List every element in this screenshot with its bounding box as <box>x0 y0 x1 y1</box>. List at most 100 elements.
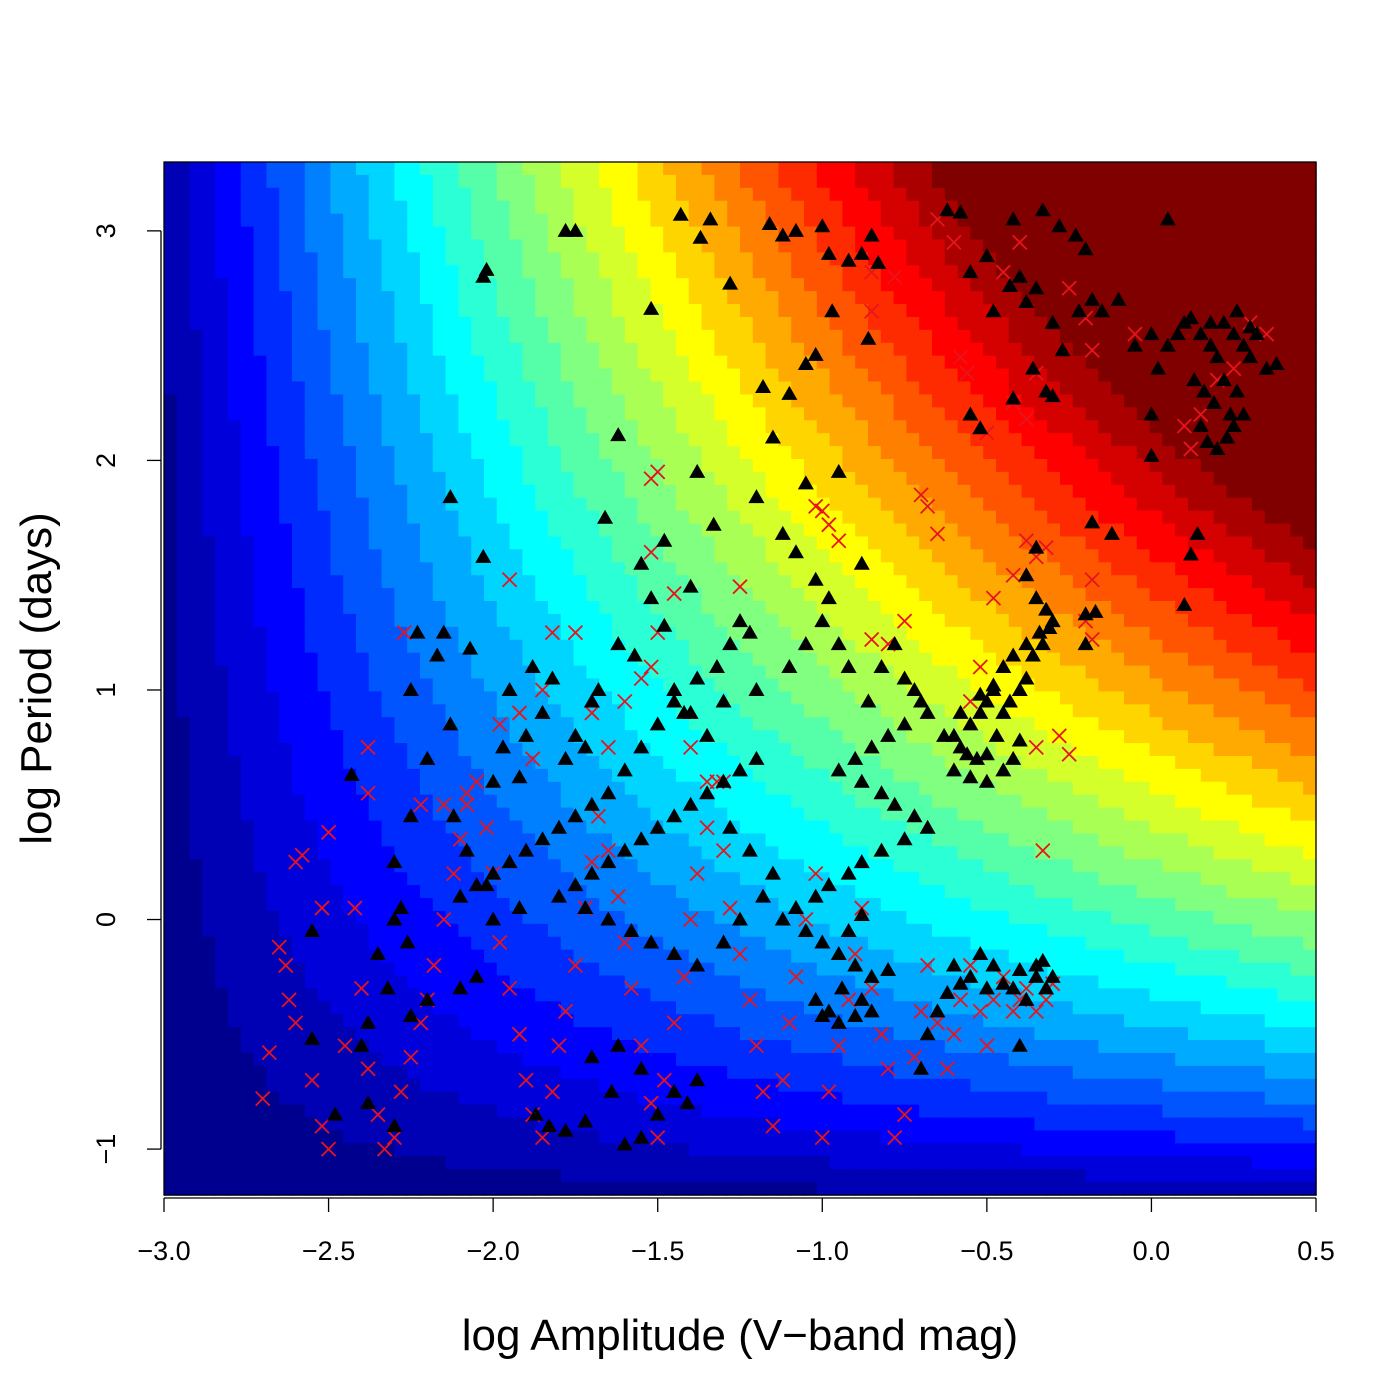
heatmap-cell <box>279 652 293 667</box>
heatmap-cell <box>804 1027 818 1041</box>
heatmap-cell <box>663 665 677 680</box>
heatmap-cell <box>266 316 280 331</box>
heatmap-cell <box>893 510 908 525</box>
heatmap-cell <box>317 1052 332 1067</box>
heatmap-cell <box>816 794 831 809</box>
heatmap-cell <box>663 601 677 615</box>
heatmap-cell <box>816 187 831 202</box>
heatmap-cell <box>624 613 639 628</box>
heatmap-cell <box>202 949 216 964</box>
heatmap-cell <box>868 187 882 202</box>
heatmap-cell <box>522 613 536 628</box>
heatmap-cell <box>496 381 511 396</box>
heatmap-cell <box>548 291 562 305</box>
heatmap-cell <box>253 898 268 912</box>
heatmap-cell <box>919 446 933 460</box>
heatmap-cell <box>740 717 754 731</box>
heatmap-cell <box>778 458 792 473</box>
heatmap-cell <box>458 265 472 279</box>
heatmap-cell <box>624 910 639 925</box>
heatmap-cell <box>330 1169 344 1183</box>
heatmap-cell <box>368 420 383 434</box>
heatmap-cell <box>637 407 652 421</box>
heatmap-cell <box>394 639 408 654</box>
heatmap-cell <box>343 549 357 563</box>
heatmap-cell <box>688 200 703 215</box>
heatmap-cell <box>407 923 421 938</box>
heatmap-cell <box>663 730 677 744</box>
heatmap-cell <box>394 562 408 576</box>
heatmap-cell <box>458 872 472 886</box>
heatmap-cell <box>266 704 280 718</box>
heatmap-cell <box>663 226 677 241</box>
heatmap-cell <box>266 355 280 370</box>
heatmap-cell <box>228 717 242 731</box>
heatmap-cell <box>176 936 191 951</box>
heatmap-cell <box>727 187 741 202</box>
heatmap-cell <box>509 1156 524 1170</box>
heatmap-cell <box>407 471 421 486</box>
heatmap-cell <box>484 407 498 421</box>
heatmap-cell <box>228 1014 242 1028</box>
heatmap-cell <box>266 523 280 538</box>
heatmap-cell <box>445 588 460 602</box>
heatmap-cell <box>535 278 549 292</box>
heatmap-cell <box>304 278 319 292</box>
heatmap-cell <box>394 304 408 318</box>
heatmap-cell <box>176 613 191 628</box>
heatmap-cell <box>330 239 344 254</box>
heatmap-cell <box>330 471 344 486</box>
heatmap-cell <box>164 471 178 486</box>
heatmap-cell <box>522 510 536 525</box>
heatmap-cell <box>893 549 908 563</box>
heatmap-cell <box>957 575 972 589</box>
heatmap-cell <box>509 575 524 589</box>
heatmap-cell <box>496 755 511 770</box>
heatmap-cell <box>957 394 972 409</box>
heatmap-cell <box>202 304 216 318</box>
heatmap-cell <box>829 717 844 731</box>
heatmap-cell <box>240 1040 255 1054</box>
heatmap-cell <box>701 923 716 938</box>
heatmap-cell <box>394 329 408 344</box>
heatmap-cell <box>727 1169 741 1183</box>
heatmap-cell <box>228 833 242 848</box>
heatmap-cell <box>880 1117 895 1132</box>
heatmap-cell <box>957 601 972 615</box>
heatmap-cell <box>765 730 780 744</box>
heatmap-cell <box>484 1091 498 1106</box>
heatmap-cell <box>637 988 652 1003</box>
heatmap-cell <box>394 213 408 228</box>
heatmap-cell <box>791 820 805 835</box>
heatmap-cell <box>202 665 216 680</box>
heatmap-cell <box>381 510 396 525</box>
heatmap-cell <box>176 588 191 602</box>
heatmap-cell <box>420 898 434 912</box>
heatmap-cell <box>944 678 959 693</box>
heatmap-cell <box>701 936 716 951</box>
heatmap-cell <box>458 1014 472 1028</box>
heatmap-cell <box>420 704 434 718</box>
heatmap-cell <box>816 691 831 706</box>
heatmap-cell <box>880 446 895 460</box>
heatmap-cell <box>304 1130 319 1145</box>
heatmap-cell <box>176 239 191 254</box>
heatmap-cell <box>368 549 383 563</box>
heatmap-cell <box>586 923 600 938</box>
heatmap-cell <box>304 936 319 951</box>
heatmap-cell <box>932 1117 946 1132</box>
heatmap-cell <box>343 239 357 254</box>
heatmap-cell <box>548 872 562 886</box>
heatmap-cell <box>317 484 332 499</box>
heatmap-cell <box>599 368 613 383</box>
heatmap-cell <box>688 446 703 460</box>
heatmap-cell <box>752 1130 767 1145</box>
heatmap-cell <box>304 381 319 396</box>
heatmap-cell <box>304 1169 319 1183</box>
heatmap-cell <box>650 1156 664 1170</box>
heatmap-cell <box>202 613 216 628</box>
heatmap-cell <box>816 833 831 848</box>
heatmap-cell <box>727 200 741 215</box>
heatmap-cell <box>407 1143 421 1157</box>
heatmap-cell <box>394 1104 408 1119</box>
